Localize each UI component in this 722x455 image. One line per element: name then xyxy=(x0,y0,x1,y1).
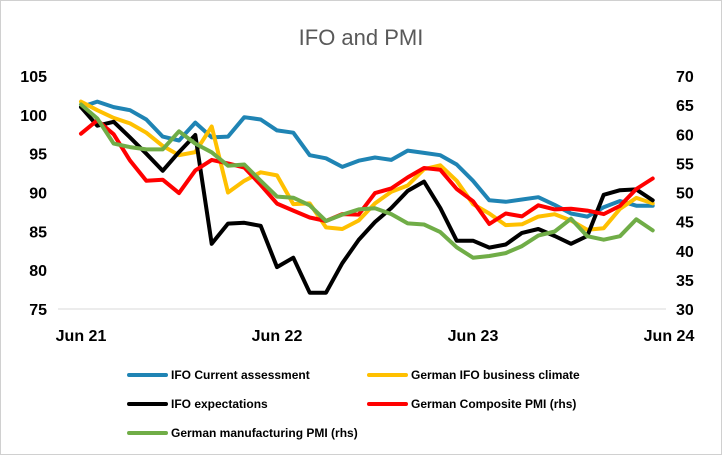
series-line xyxy=(79,99,655,219)
legend: IFO Current assessment German IFO busines… xyxy=(127,368,580,440)
right-y-tick-label: 35 xyxy=(676,273,694,290)
right-y-tick-label: 50 xyxy=(676,186,694,203)
right-y-tick-label: 45 xyxy=(676,215,694,232)
x-axis: Jun 21 Jun 22 Jun 23 Jun 24 xyxy=(56,328,695,345)
legend-label: German IFO business climate xyxy=(411,368,580,382)
x-tick-label: Jun 24 xyxy=(644,328,695,345)
left-y-tick-label: 85 xyxy=(29,224,47,241)
right-y-tick-label: 30 xyxy=(676,302,694,319)
legend-label: IFO Current assessment xyxy=(171,368,310,382)
series-lines xyxy=(79,99,655,295)
chart-title: IFO and PMI xyxy=(299,25,424,50)
legend-label: German Composite PMI (rhs) xyxy=(411,397,576,411)
series-line xyxy=(79,102,655,260)
right-y-tick-label: 70 xyxy=(676,69,694,86)
x-tick-label: Jun 23 xyxy=(448,328,499,345)
right-y-tick-label: 65 xyxy=(676,98,694,115)
left-y-tick-label: 105 xyxy=(20,69,47,86)
legend-label: German manufacturing PMI (rhs) xyxy=(171,426,358,440)
right-y-axis: 30 35 40 45 50 55 60 65 70 xyxy=(676,69,694,319)
legend-label: IFO expectations xyxy=(171,397,268,411)
series-line xyxy=(79,105,655,295)
left-y-tick-label: 75 xyxy=(29,302,47,319)
left-y-axis: 75 80 85 90 95 100 105 xyxy=(20,69,47,319)
right-y-tick-label: 55 xyxy=(676,156,694,173)
right-y-tick-label: 60 xyxy=(676,127,694,144)
left-y-tick-label: 90 xyxy=(29,186,47,203)
right-y-tick-label: 40 xyxy=(676,244,694,261)
series-line xyxy=(79,118,655,226)
x-tick-label: Jun 21 xyxy=(56,328,107,345)
x-tick-label: Jun 22 xyxy=(252,328,303,345)
left-y-tick-label: 100 xyxy=(20,108,47,125)
left-y-tick-label: 80 xyxy=(29,263,47,280)
left-y-tick-label: 95 xyxy=(29,147,47,164)
